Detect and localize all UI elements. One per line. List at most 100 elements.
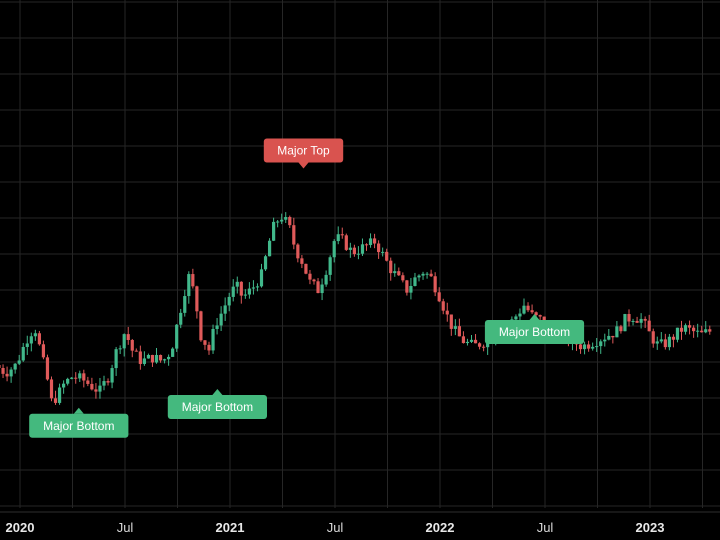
- candle: [453, 319, 457, 336]
- candle: [183, 289, 187, 317]
- candle-body: [134, 350, 138, 352]
- candle-body: [393, 271, 397, 274]
- candle: [639, 313, 643, 329]
- candle-body: [150, 354, 155, 363]
- candle: [231, 279, 235, 302]
- candle: [49, 376, 54, 402]
- candle: [211, 324, 215, 354]
- candle-body: [45, 357, 50, 380]
- candle-body: [538, 315, 542, 317]
- candle: [433, 272, 437, 297]
- candle-body: [683, 325, 688, 332]
- candle-body: [179, 312, 183, 325]
- candle: [393, 263, 397, 277]
- candle-body: [708, 329, 712, 332]
- candle-body: [284, 217, 288, 220]
- candle: [364, 243, 369, 251]
- candle: [538, 314, 542, 320]
- candle: [134, 348, 138, 352]
- candle-body: [679, 327, 684, 332]
- candle-body: [348, 247, 352, 250]
- candle: [700, 325, 704, 333]
- candle-body: [158, 354, 163, 361]
- candle: [320, 278, 324, 301]
- candle-body: [385, 251, 389, 261]
- candle-body: [526, 305, 530, 311]
- candle-body: [199, 311, 203, 341]
- annotation-pointer: [529, 314, 540, 320]
- candle: [332, 239, 336, 263]
- candle-body: [368, 238, 373, 245]
- candle: [280, 213, 284, 225]
- candle: [421, 271, 425, 280]
- candle-body: [328, 257, 332, 275]
- candle: [191, 268, 195, 289]
- candle-body: [219, 313, 223, 326]
- candle-body: [74, 377, 78, 379]
- candle-body: [425, 273, 429, 275]
- candle-body: [453, 326, 457, 329]
- candle: [659, 332, 663, 344]
- candle: [90, 377, 94, 391]
- candle-body: [138, 351, 142, 364]
- candle-body: [243, 294, 247, 296]
- candle: [352, 244, 356, 257]
- x-tick-label: 2023: [636, 520, 665, 535]
- candle-body: [360, 244, 365, 254]
- candle: [57, 383, 62, 405]
- annotation-pointer: [212, 389, 223, 395]
- candle-body: [102, 381, 106, 386]
- candle: [78, 370, 82, 383]
- candle: [251, 280, 256, 295]
- candle-body: [696, 330, 700, 332]
- candle: [683, 323, 688, 335]
- candle-body: [643, 318, 647, 321]
- candle-body: [397, 271, 401, 276]
- candle-body: [114, 349, 118, 369]
- candle-body: [259, 269, 264, 287]
- candle: [130, 338, 134, 358]
- candle: [17, 354, 21, 365]
- candle: [235, 276, 239, 294]
- candle: [687, 320, 692, 335]
- major-bottom-label: Major Bottom: [29, 407, 129, 438]
- candle: [114, 346, 118, 376]
- candle: [348, 242, 352, 258]
- candle-body: [667, 336, 671, 348]
- candle: [158, 354, 163, 363]
- x-tick-label: 2020: [6, 520, 35, 535]
- candle: [304, 263, 308, 275]
- candle-body: [611, 335, 615, 338]
- candle: [199, 310, 203, 342]
- candle-body: [17, 360, 21, 364]
- candle: [413, 272, 417, 287]
- candle: [591, 342, 595, 351]
- candle-body: [235, 281, 239, 287]
- candle-body: [700, 330, 704, 333]
- candle: [142, 351, 146, 366]
- candle-body: [530, 310, 534, 313]
- candle-body: [469, 339, 474, 342]
- candle-body: [187, 274, 191, 297]
- candle-body: [207, 344, 211, 351]
- candle-body: [449, 314, 453, 329]
- candle-body: [372, 238, 377, 244]
- x-tick-label: 2022: [426, 520, 455, 535]
- candle-body: [247, 288, 251, 295]
- candle: [445, 302, 449, 322]
- candle-body: [477, 343, 482, 347]
- candle-body: [33, 333, 37, 337]
- candle: [469, 334, 474, 344]
- candle-body: [25, 343, 29, 347]
- candle-body: [514, 316, 518, 320]
- candle-body: [296, 244, 300, 259]
- candle-body: [692, 327, 696, 332]
- candle: [473, 334, 478, 344]
- candle-body: [635, 320, 639, 323]
- candle-body: [292, 225, 296, 245]
- candle-body: [94, 389, 98, 392]
- candle: [582, 341, 587, 355]
- candle: [599, 339, 603, 354]
- candle-body: [457, 326, 461, 337]
- candle: [397, 267, 401, 276]
